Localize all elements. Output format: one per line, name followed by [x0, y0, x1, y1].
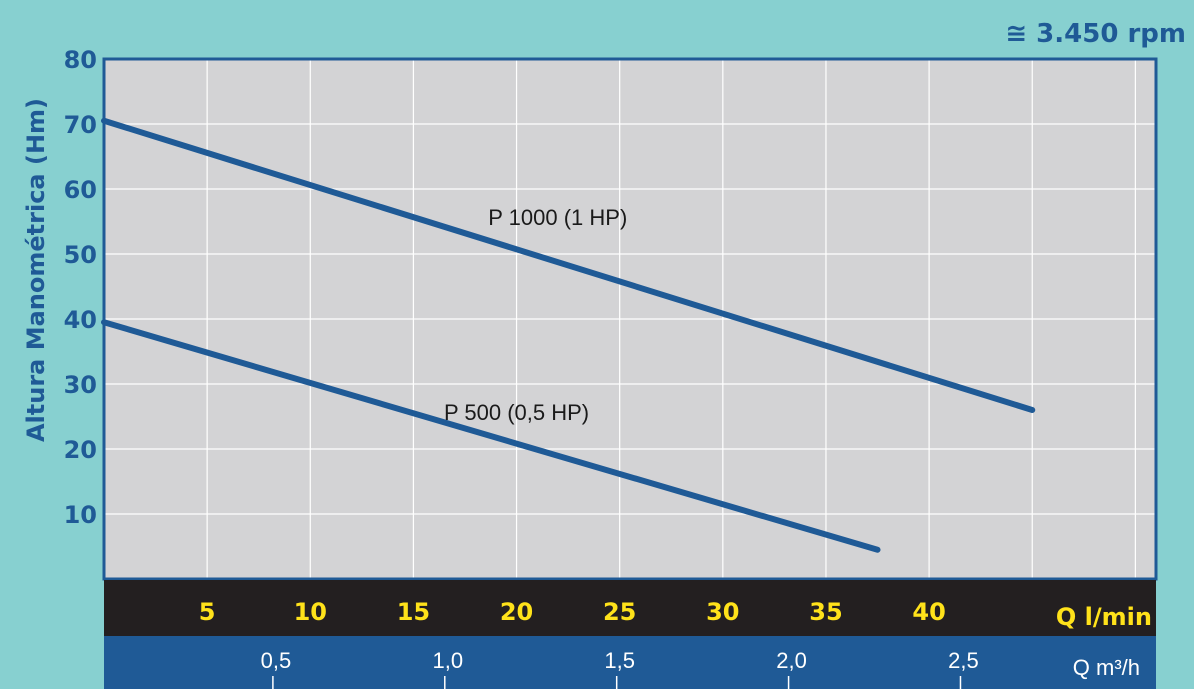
series-lines: [101, 117, 1036, 553]
x-tick-label: 10: [294, 598, 327, 626]
series-line: [101, 117, 1036, 413]
gridlines: [104, 59, 1156, 579]
series-line: [101, 319, 881, 553]
y-tick-label: 40: [64, 306, 97, 334]
y-tick-label: 70: [64, 111, 97, 139]
x-secondary-tick-label: 2,5: [948, 648, 979, 673]
x-secondary-tick-label: 1,0: [432, 648, 463, 673]
x-secondary-tick-label: 2,0: [776, 648, 807, 673]
y-tick-labels: 10 20 30 40 50 60 70 80: [64, 46, 97, 529]
x-tick-label: 40: [912, 598, 945, 626]
x-tick-label: 25: [603, 598, 636, 626]
m3h-axis-band: [104, 636, 1156, 689]
x-tick-label: 35: [809, 598, 842, 626]
x-secondary-tick-label: 0,5: [261, 648, 292, 673]
x-tick-label: 15: [397, 598, 430, 626]
y-tick-label: 80: [64, 46, 97, 74]
x-tick-label: 30: [706, 598, 739, 626]
y-tick-label: 10: [64, 501, 97, 529]
x-axis-secondary-title: Q m³/h: [1073, 655, 1140, 680]
y-tick-label: 50: [64, 241, 97, 269]
series-label: P 1000 (1 HP): [488, 205, 627, 230]
y-tick-label: 20: [64, 436, 97, 464]
x-tick-label: 20: [500, 598, 533, 626]
plot-frame: [102, 57, 1158, 581]
x-secondary-tick-labels: 0,5 1,0 1,5 2,0 2,5: [261, 648, 979, 689]
x-axis-title: Q l/min: [1056, 603, 1152, 631]
speed-label: ≅ 3.450 rpm: [1005, 19, 1186, 49]
x-secondary-tick-label: 1,5: [604, 648, 635, 673]
y-tick-label: 60: [64, 176, 97, 204]
series-labels: P 1000 (1 HP) P 500 (0,5 HP): [444, 205, 627, 425]
x-tick-label: 5: [199, 598, 216, 626]
y-axis-title: Altura Manométrica (Hm): [22, 98, 50, 442]
lmin-axis-band: [104, 580, 1156, 636]
y-tick-label: 30: [64, 371, 97, 399]
x-tick-labels: 5 10 15 20 25 30 35 40: [199, 598, 946, 626]
series-label: P 500 (0,5 HP): [444, 400, 589, 425]
